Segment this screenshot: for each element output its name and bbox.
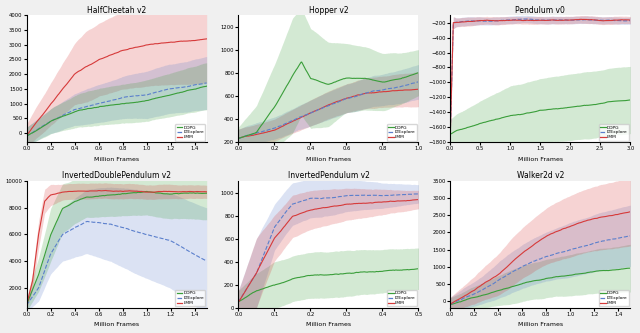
Title: Pendulum v0: Pendulum v0 <box>515 6 565 15</box>
Legend: DDPG, LTExplore, LMM: DDPG, LTExplore, LMM <box>175 124 205 141</box>
X-axis label: Million Frames: Million Frames <box>518 322 563 327</box>
X-axis label: Million Frames: Million Frames <box>306 322 351 327</box>
X-axis label: Million Frames: Million Frames <box>306 157 351 162</box>
Title: Walker2d v2: Walker2d v2 <box>516 171 564 180</box>
Title: InvertedDoublePendulum v2: InvertedDoublePendulum v2 <box>62 171 171 180</box>
X-axis label: Million Frames: Million Frames <box>518 157 563 162</box>
Title: Hopper v2: Hopper v2 <box>308 6 348 15</box>
Legend: DDPG, LTExplore, LMM: DDPG, LTExplore, LMM <box>387 124 417 141</box>
Legend: DDPG, LTExplore, LMM: DDPG, LTExplore, LMM <box>599 124 629 141</box>
X-axis label: Million Frames: Million Frames <box>94 157 139 162</box>
X-axis label: Million Frames: Million Frames <box>94 322 139 327</box>
Legend: DDPG, LTExplore, LMM: DDPG, LTExplore, LMM <box>599 290 629 306</box>
Title: InvertedPendulum v2: InvertedPendulum v2 <box>287 171 369 180</box>
Legend: DDPG, LTExplore, LMM: DDPG, LTExplore, LMM <box>175 290 205 306</box>
Title: HalfCheetah v2: HalfCheetah v2 <box>87 6 147 15</box>
Legend: DDPG, LTExplore, LMM: DDPG, LTExplore, LMM <box>387 290 417 306</box>
